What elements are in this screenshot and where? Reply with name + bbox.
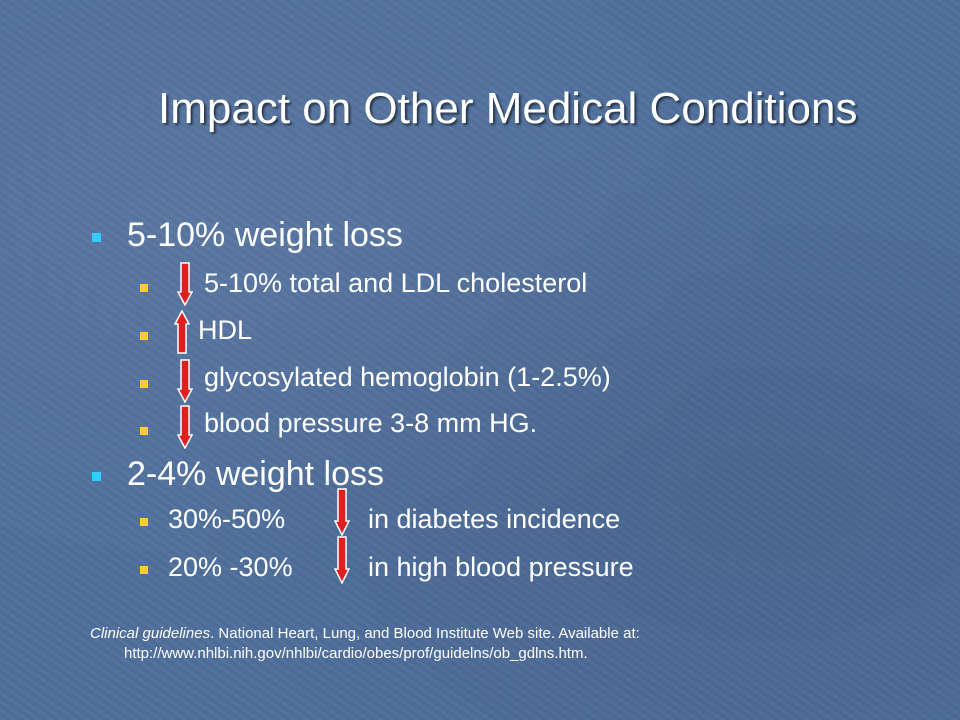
group-heading: 5-10% weight loss [127, 216, 403, 254]
list-item: glycosylated hemoglobin (1-2.5%) [204, 362, 611, 392]
list-item-value: 30%-50% [168, 504, 286, 534]
bullet-icon [92, 472, 101, 481]
list-item: blood pressure 3-8 mm HG. [204, 408, 538, 438]
down-arrow-icon [177, 359, 193, 403]
down-arrow-icon [334, 488, 350, 536]
bullet-icon [140, 427, 148, 435]
bullet-icon [140, 284, 148, 292]
bullet-icon [92, 233, 101, 242]
bullet-icon [140, 332, 148, 340]
bullet-icon [140, 380, 148, 388]
group-heading: 2-4% weight loss [127, 455, 385, 493]
list-item: in diabetes incidence [368, 504, 621, 534]
reference-source: Clinical guidelines [90, 625, 211, 642]
reference-citation: Clinical guidelines. National Heart, Lun… [90, 624, 640, 664]
list-item: HDL [198, 315, 253, 345]
list-item-value: 20% -30% [168, 552, 293, 582]
down-arrow-icon [177, 262, 193, 306]
list-item: in high blood pressure [368, 552, 634, 582]
bullet-icon [140, 518, 148, 526]
reference-text: . National Heart, Lung, and Blood Instit… [210, 625, 640, 642]
up-arrow-icon [174, 310, 190, 354]
list-item: 5-10% total and LDL cholesterol [204, 268, 588, 298]
slide-title: Impact on Other Medical Conditions [158, 84, 858, 133]
bullet-icon [140, 566, 148, 574]
down-arrow-icon [177, 405, 193, 449]
down-arrow-icon [334, 536, 350, 584]
reference-url[interactable]: http://www.nhlbi.nih.gov/nhlbi/cardio/ob… [124, 645, 588, 662]
